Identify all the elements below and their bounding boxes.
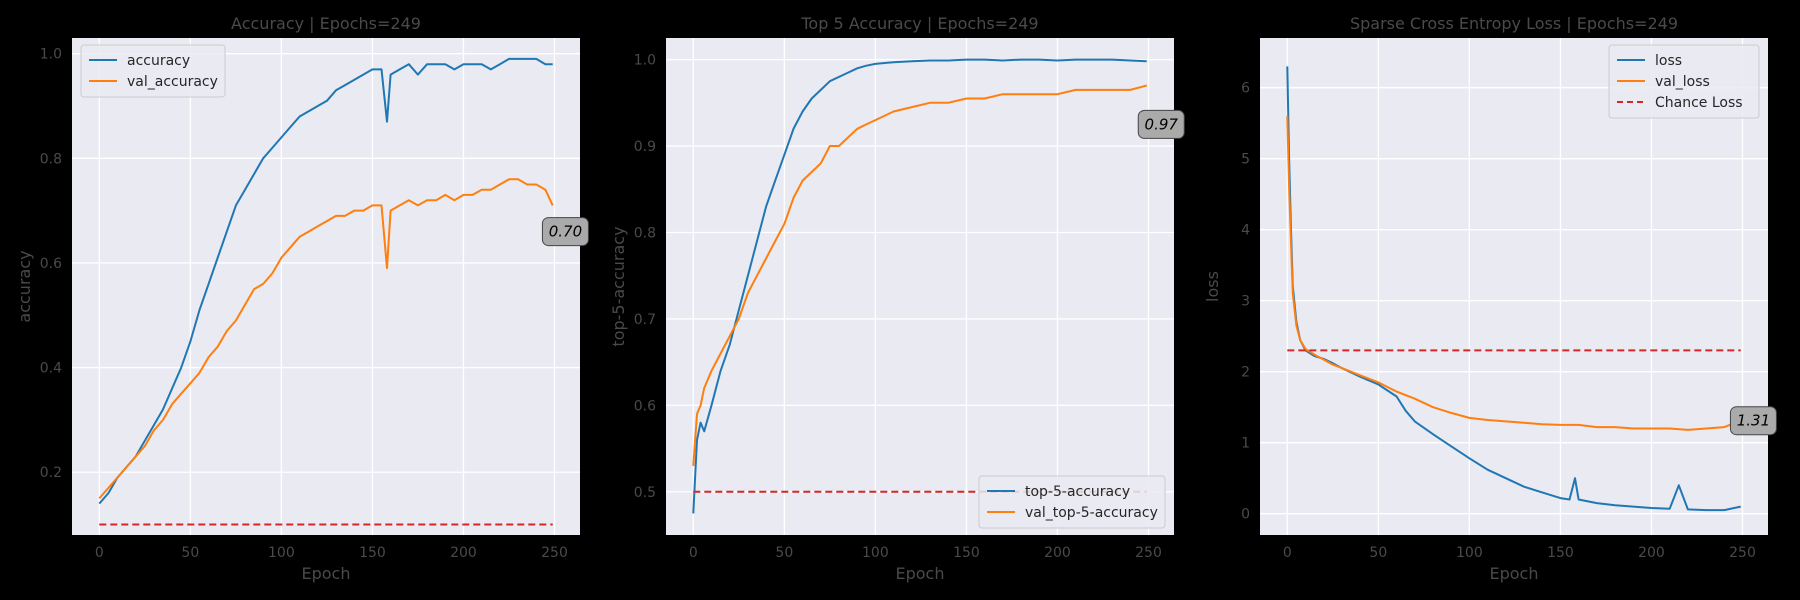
x-tick-label: 200 (1638, 545, 1665, 561)
final-value-annotation: 0.70 (541, 217, 589, 247)
plot-area (1260, 38, 1768, 535)
x-tick-label: 150 (1547, 545, 1574, 561)
x-tick-label: 200 (1044, 545, 1071, 561)
legend: accuracy val_accuracy (80, 44, 226, 98)
final-value-annotation: 1.31 (1729, 406, 1777, 436)
series-line-val_accuracy (98, 178, 554, 500)
chart-panel-1: 0 50 100 150 200 250 0.2 0.4 0.6 0.8 1.0 Accuracy |… (15, 14, 589, 583)
x-axis-label: Epoch (302, 564, 351, 583)
y-tick-label: 3 (1241, 294, 1250, 310)
legend-label: accuracy (127, 53, 190, 69)
y-tick-label: 2 (1241, 365, 1250, 381)
legend-label: val_loss (1655, 74, 1710, 90)
x-tick-label: 200 (450, 545, 477, 561)
annotation-box (1729, 406, 1777, 436)
x-tick-label: 250 (541, 545, 568, 561)
y-axis-label: loss (1203, 271, 1222, 302)
x-tick-label: 50 (775, 545, 793, 561)
x-tick-label: 100 (268, 545, 295, 561)
y-tick-label: 0.5 (634, 485, 656, 501)
chart-panel-3: 0 50 100 150 200 250 0 1 2 3 4 5 6 Sparse Cross Entro… (1203, 14, 1777, 583)
legend: loss val_loss Chance Loss (1608, 44, 1760, 119)
legend-label: top-5-accuracy (1025, 484, 1130, 500)
y-axis-label: top-5-accuracy (609, 226, 628, 346)
y-tick-label: 4 (1241, 223, 1250, 239)
x-tick-label: 0 (95, 545, 104, 561)
x-tick-label: 50 (1369, 545, 1387, 561)
y-tick-label: 6 (1241, 81, 1250, 97)
annotation-box (1137, 109, 1185, 139)
legend-label: val_top-5-accuracy (1025, 505, 1158, 521)
legend-box (1608, 44, 1760, 119)
x-tick-label: 0 (1283, 545, 1292, 561)
y-tick-label: 1.0 (634, 53, 656, 69)
x-tick-label: 100 (1456, 545, 1483, 561)
series-line-val_top-5-accuracy (692, 84, 1147, 466)
x-axis-label: Epoch (1490, 564, 1539, 583)
plot-area (72, 38, 580, 535)
y-tick-label: 0.7 (634, 312, 656, 328)
y-axis-label: accuracy (15, 250, 34, 322)
annotation-text: 0.97 (1145, 115, 1179, 133)
series-line-accuracy (98, 57, 553, 505)
series-line-val_loss (1286, 116, 1742, 431)
y-tick-label: 0.8 (634, 225, 656, 241)
legend: top-5-accuracy val_top-5-accuracy (978, 475, 1166, 529)
chart-title: Accuracy | Epochs=249 (231, 14, 421, 33)
x-tick-label: 150 (359, 545, 386, 561)
annotation-text: 1.31 (1737, 412, 1770, 430)
y-tick-label: 0.2 (40, 465, 62, 481)
y-tick-label: 5 (1241, 152, 1250, 168)
x-tick-label: 0 (689, 545, 698, 561)
y-tick-label: 0.8 (40, 151, 62, 167)
x-tick-label: 250 (1135, 545, 1162, 561)
x-tick-label: 50 (181, 545, 199, 561)
legend-label: Chance Loss (1655, 95, 1743, 111)
y-tick-label: 0.6 (634, 398, 656, 414)
chart-panel-2: 0 50 100 150 200 250 0.5 0.6 0.7 0.8 0.9 1.0 Top 5 A… (609, 14, 1185, 583)
y-tick-label: 0.9 (634, 139, 656, 155)
plot-area (666, 38, 1174, 535)
annotation-box (541, 217, 589, 247)
x-tick-label: 100 (862, 545, 889, 561)
legend-box (80, 44, 226, 98)
chart-title: Top 5 Accuracy | Epochs=249 (800, 14, 1038, 33)
legend-label: loss (1655, 53, 1682, 69)
y-tick-label: 1.0 (40, 47, 62, 63)
y-tick-label: 0.4 (40, 361, 62, 377)
y-tick-label: 0.6 (40, 256, 62, 272)
chart-title: Sparse Cross Entropy Loss | Epochs=249 (1350, 14, 1678, 33)
legend-label: val_accuracy (127, 74, 218, 90)
x-axis-label: Epoch (896, 564, 945, 583)
legend-box (978, 475, 1166, 529)
annotation-text: 0.70 (549, 223, 582, 241)
x-tick-label: 250 (1729, 545, 1756, 561)
series-line-loss (1286, 66, 1741, 512)
final-value-annotation: 0.97 (1137, 109, 1185, 139)
series-line-top-5-accuracy (692, 58, 1147, 514)
x-tick-label: 150 (953, 545, 980, 561)
y-tick-label: 1 (1241, 436, 1250, 452)
y-tick-label: 0 (1241, 507, 1250, 523)
